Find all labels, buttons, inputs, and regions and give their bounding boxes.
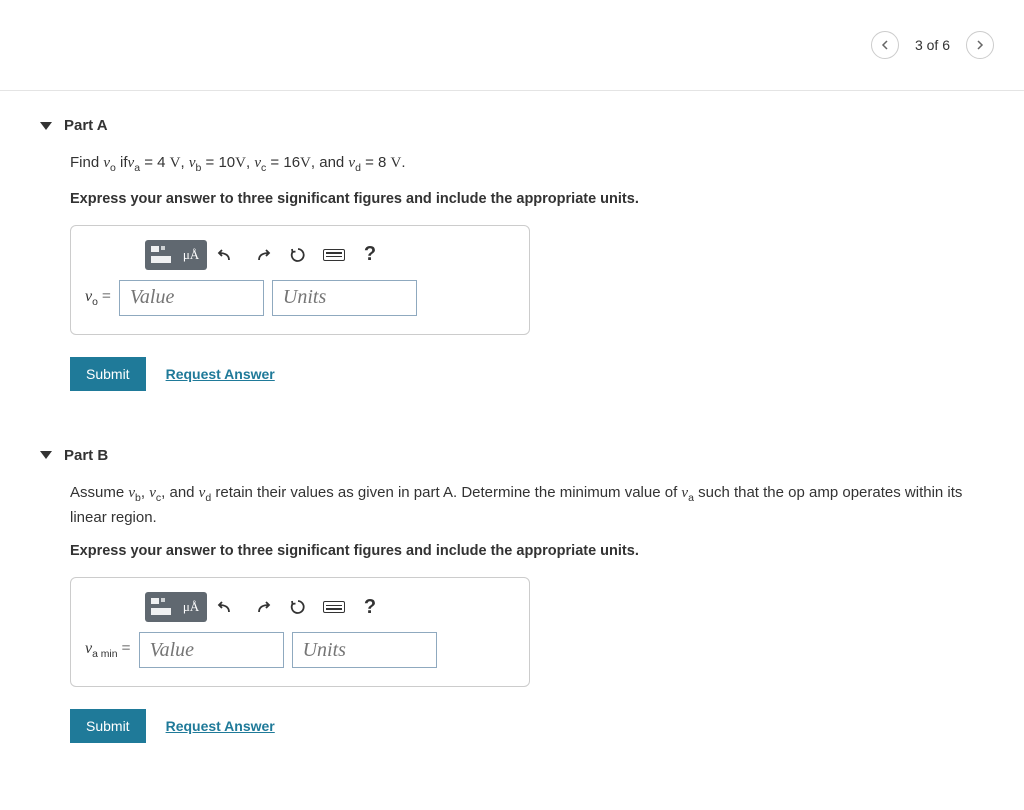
part-a-body: Find vo ifva = 4 V, vb = 10V, vc = 16V, … bbox=[40, 146, 984, 421]
part-b-body: Assume vb, vc, and vd retain their value… bbox=[40, 476, 984, 773]
reset-icon[interactable] bbox=[281, 241, 315, 269]
collapse-caret-icon bbox=[40, 122, 52, 130]
part-b-answer-box: μÅ bbox=[70, 577, 530, 687]
request-answer-link[interactable]: Request Answer bbox=[166, 718, 275, 734]
part-a-prompt: Find vo ifva = 4 V, vb = 10V, vc = 16V, … bbox=[70, 152, 984, 177]
help-icon[interactable]: ? bbox=[353, 593, 387, 621]
part-a-header[interactable]: Part A bbox=[40, 111, 984, 146]
unit: V bbox=[300, 155, 311, 171]
part-a-title: Part A bbox=[64, 117, 108, 134]
undo-icon[interactable] bbox=[209, 241, 243, 269]
units-input[interactable] bbox=[292, 632, 437, 668]
part-b-title: Part B bbox=[64, 447, 108, 464]
redo-icon[interactable] bbox=[245, 593, 279, 621]
redo-icon[interactable] bbox=[245, 241, 279, 269]
reset-icon[interactable] bbox=[281, 593, 315, 621]
text: , bbox=[141, 484, 149, 501]
request-answer-link[interactable]: Request Answer bbox=[166, 366, 275, 382]
part-b-instruction: Express your answer to three significant… bbox=[70, 543, 984, 559]
text: = 10 bbox=[201, 154, 235, 171]
submit-button[interactable]: Submit bbox=[70, 709, 146, 743]
var: v bbox=[189, 155, 196, 171]
keyboard-icon[interactable] bbox=[317, 593, 351, 621]
text: = 4 bbox=[140, 154, 170, 171]
unit: V bbox=[170, 155, 181, 171]
units-icon[interactable]: μÅ bbox=[177, 242, 205, 268]
part-b: Part B Assume vb, vc, and vd retain thei… bbox=[40, 441, 984, 773]
submit-button[interactable]: Submit bbox=[70, 357, 146, 391]
text: if bbox=[116, 154, 128, 171]
undo-icon[interactable] bbox=[209, 593, 243, 621]
part-a: Part A Find vo ifva = 4 V, vb = 10V, vc … bbox=[40, 111, 984, 421]
text: , bbox=[181, 154, 189, 171]
top-nav: 3 of 6 bbox=[0, 0, 1024, 90]
part-a-toolbar: μÅ bbox=[145, 240, 515, 270]
part-b-header[interactable]: Part B bbox=[40, 441, 984, 476]
template-group: μÅ bbox=[145, 240, 207, 270]
page-counter: 3 of 6 bbox=[915, 37, 950, 53]
template-group: μÅ bbox=[145, 592, 207, 622]
part-a-var-label: vo = bbox=[85, 288, 111, 308]
var: v bbox=[254, 155, 261, 171]
text: = 16 bbox=[266, 154, 300, 171]
var: v bbox=[149, 485, 156, 501]
collapse-caret-icon bbox=[40, 451, 52, 459]
part-b-prompt: Assume vb, vc, and vd retain their value… bbox=[70, 482, 984, 529]
keyboard-icon[interactable] bbox=[317, 241, 351, 269]
unit: V bbox=[235, 155, 246, 171]
text: . bbox=[401, 154, 405, 171]
next-button[interactable] bbox=[966, 31, 994, 59]
units-input[interactable] bbox=[272, 280, 417, 316]
value-input[interactable] bbox=[139, 632, 284, 668]
text: Find bbox=[70, 154, 103, 171]
prev-button[interactable] bbox=[871, 31, 899, 59]
units-icon[interactable]: μÅ bbox=[177, 594, 205, 620]
part-b-input-row: va min = bbox=[85, 632, 515, 668]
help-icon[interactable]: ? bbox=[353, 241, 387, 269]
text: , and bbox=[161, 484, 199, 501]
value-input[interactable] bbox=[119, 280, 264, 316]
part-b-toolbar: μÅ bbox=[145, 592, 515, 622]
text: retain their values as given in part A. … bbox=[211, 484, 681, 501]
content-scroll[interactable]: Part A Find vo ifva = 4 V, vb = 10V, vc … bbox=[0, 91, 1024, 810]
template-icon[interactable] bbox=[147, 242, 175, 268]
text: = 8 bbox=[361, 154, 391, 171]
part-a-answer-box: μÅ bbox=[70, 225, 530, 335]
part-b-var-label: va min = bbox=[85, 640, 131, 660]
text: Assume bbox=[70, 484, 128, 501]
part-a-actions: Submit Request Answer bbox=[70, 357, 984, 391]
part-b-actions: Submit Request Answer bbox=[70, 709, 984, 743]
part-a-instruction: Express your answer to three significant… bbox=[70, 191, 984, 207]
unit: V bbox=[391, 155, 402, 171]
template-icon[interactable] bbox=[147, 594, 175, 620]
part-a-input-row: vo = bbox=[85, 280, 515, 316]
text: , and bbox=[311, 154, 349, 171]
